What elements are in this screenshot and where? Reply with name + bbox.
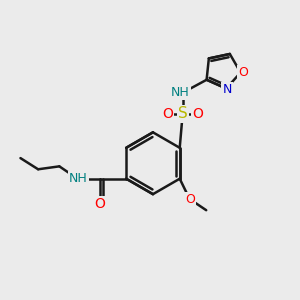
Text: O: O — [94, 197, 105, 211]
Text: NH: NH — [69, 172, 88, 185]
Text: N: N — [222, 83, 232, 97]
Text: O: O — [238, 66, 248, 79]
Text: NH: NH — [171, 86, 190, 99]
Text: S: S — [178, 106, 188, 122]
Text: O: O — [193, 107, 203, 121]
Text: O: O — [162, 107, 173, 121]
Text: O: O — [185, 194, 195, 206]
